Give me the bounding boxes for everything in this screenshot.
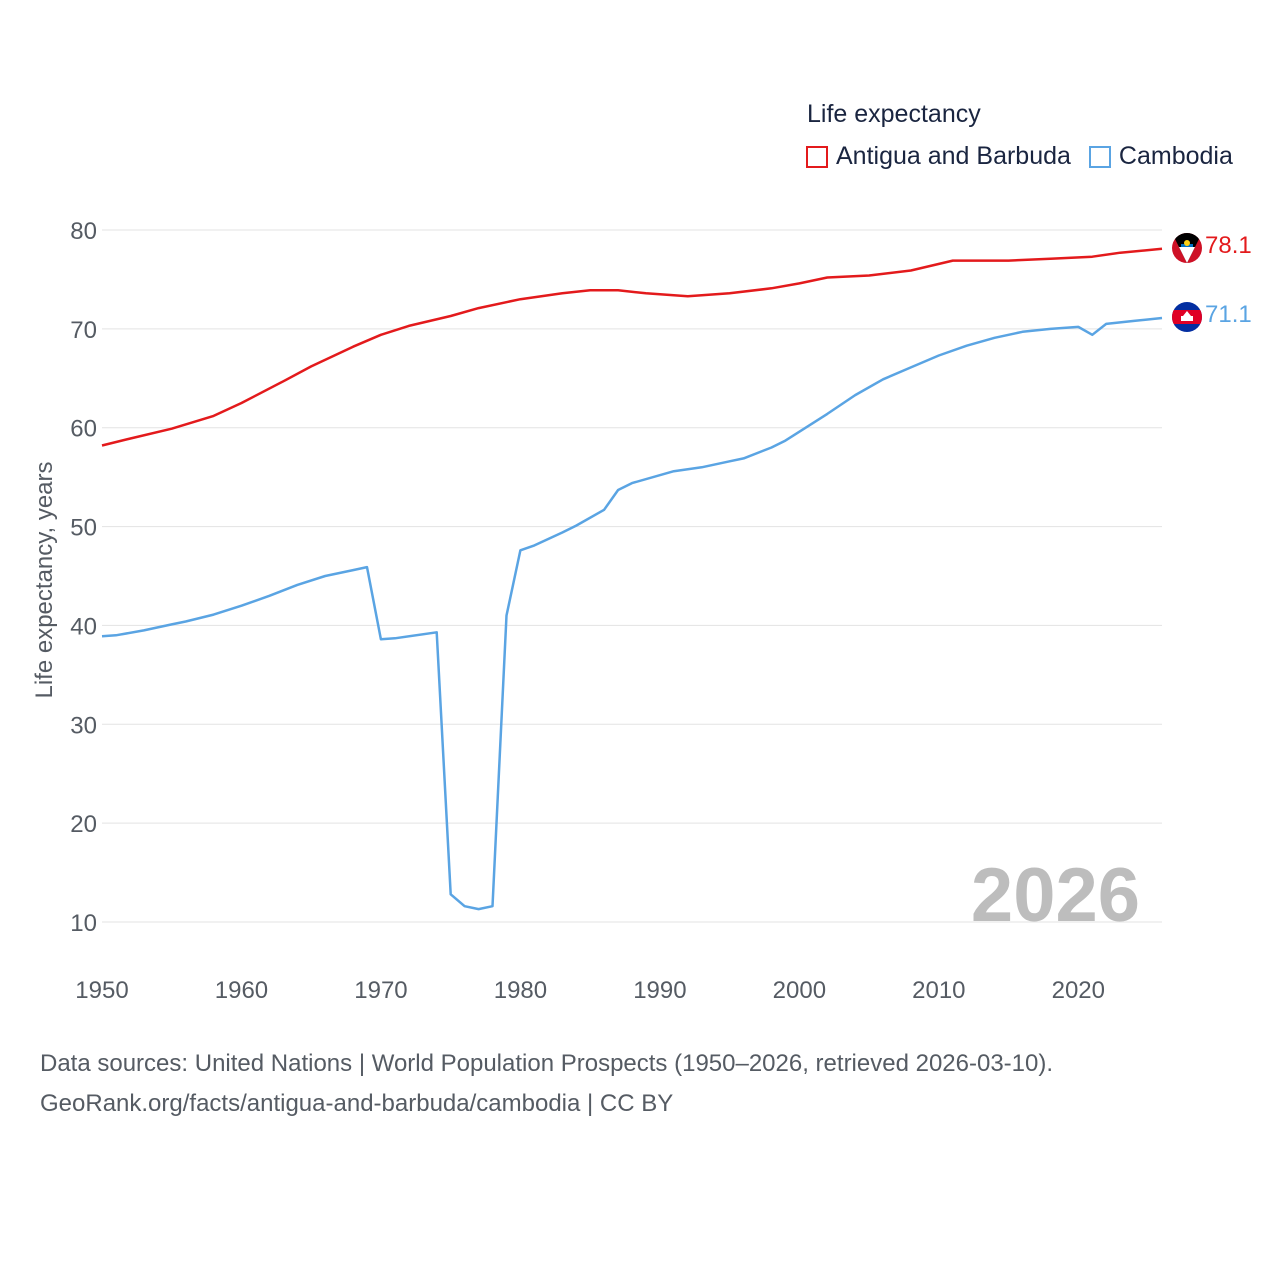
x-tick-label: 1990 — [633, 977, 686, 1004]
y-axis-ticks: 10 20 30 40 50 60 70 80 — [70, 218, 97, 937]
x-tick-label: 2000 — [773, 977, 826, 1004]
y-tick-label: 30 — [70, 712, 97, 739]
source-footer: Data sources: United Nations | World Pop… — [40, 1044, 1053, 1124]
x-tick-label: 2010 — [912, 977, 965, 1004]
series-line-antigua — [101, 247, 1163, 447]
source-line-1: Data sources: United Nations | World Pop… — [40, 1050, 1054, 1077]
x-axis-ticks: 1950 1960 1970 1980 1990 2000 2010 2020 — [75, 977, 1105, 1004]
legend-label-cambodia: Cambodia — [1118, 142, 1233, 170]
legend-swatch-antigua — [806, 145, 828, 168]
source-line-2: GeoRank.org/facts/antigua-and-barbuda/ca… — [40, 1090, 674, 1117]
y-axis-label: Life expectancy, years — [31, 461, 58, 698]
year-watermark: 2026 — [970, 853, 1140, 938]
legend-swatch-cambodia — [1088, 145, 1111, 168]
y-tick-label: 80 — [70, 218, 97, 245]
grid-lines — [102, 229, 1162, 923]
y-tick-label: 20 — [70, 811, 97, 838]
legend-title: Life expectancy — [807, 100, 981, 128]
series-line-cambodia — [101, 316, 1163, 911]
antigua-flag-icon — [1172, 233, 1202, 263]
legend: Antigua and Barbuda Cambodia — [806, 142, 1251, 171]
legend-item-cambodia[interactable]: Cambodia — [1088, 142, 1233, 171]
legend-label-antigua: Antigua and Barbuda — [836, 142, 1071, 170]
x-tick-label: 2020 — [1052, 977, 1105, 1004]
y-tick-label: 60 — [70, 416, 97, 443]
x-tick-label: 1950 — [75, 977, 128, 1004]
legend-item-antigua[interactable]: Antigua and Barbuda — [806, 142, 1071, 171]
x-tick-label: 1980 — [494, 977, 547, 1004]
y-tick-label: 50 — [70, 515, 97, 542]
y-tick-label: 10 — [70, 910, 97, 937]
y-tick-label: 40 — [70, 613, 97, 640]
y-tick-label: 70 — [70, 317, 97, 344]
series-lines — [101, 247, 1163, 911]
end-label-cambodia: 71.1 — [1205, 301, 1252, 328]
end-label-antigua: 78.1 — [1205, 232, 1252, 259]
x-tick-label: 1970 — [354, 977, 407, 1004]
cambodia-flag-icon — [1172, 302, 1202, 332]
x-tick-label: 1960 — [215, 977, 268, 1004]
